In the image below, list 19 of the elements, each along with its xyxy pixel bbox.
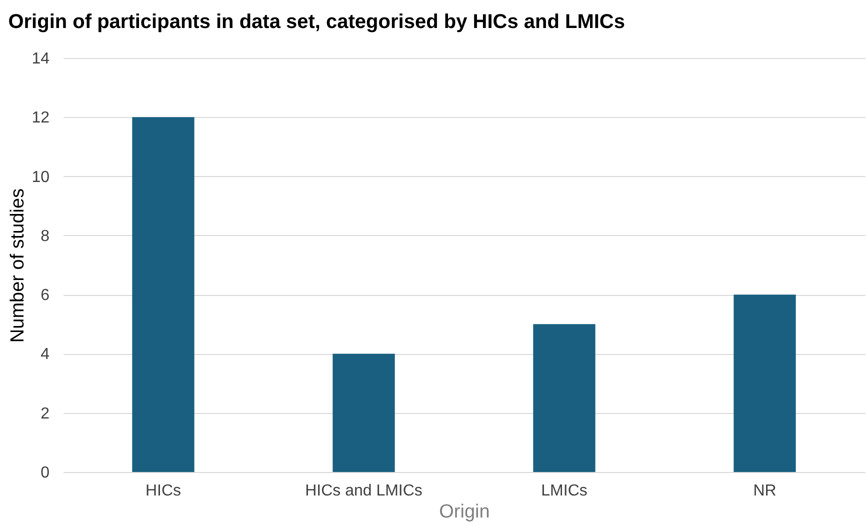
y-tick-label: 4 [40,346,50,364]
bar [132,117,194,472]
x-tick-label: HICs and LMICs [305,482,422,500]
y-tick-label: 12 [32,110,50,127]
y-tick-label: 2 [40,405,50,422]
chart-title: Origin of participants in data set, categorised by HICs and LMICs [8,11,625,33]
bar [734,294,796,472]
y-tick-label: 8 [40,228,50,245]
y-tick-label: 10 [32,168,50,186]
x-tick-label: NR [753,482,776,500]
y-tick-label: 0 [40,464,50,482]
bar [332,354,395,472]
x-tick-label: HICs [145,482,182,500]
y-axis-title: Number of studies [8,188,29,343]
x-axis-title: Origin [439,502,490,522]
bar [533,324,596,472]
y-tick-label: 14 [32,50,50,68]
y-tick-label: 6 [40,287,50,304]
x-tick-label: LMICs [541,482,588,500]
